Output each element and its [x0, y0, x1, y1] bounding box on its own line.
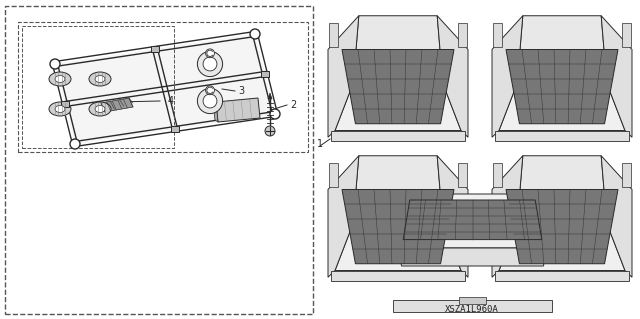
Polygon shape: [268, 93, 272, 99]
Polygon shape: [101, 98, 133, 112]
Ellipse shape: [89, 72, 111, 86]
Polygon shape: [261, 71, 269, 77]
Circle shape: [250, 29, 260, 39]
Circle shape: [70, 139, 80, 149]
Polygon shape: [328, 16, 359, 137]
Bar: [330, 23, 338, 47]
Polygon shape: [342, 189, 454, 264]
Polygon shape: [499, 83, 625, 130]
Text: 4: 4: [168, 96, 174, 106]
Circle shape: [203, 94, 217, 108]
Polygon shape: [353, 16, 443, 83]
Polygon shape: [499, 223, 625, 271]
Polygon shape: [403, 200, 542, 240]
Circle shape: [205, 86, 214, 95]
Circle shape: [203, 57, 217, 71]
Bar: [331, 130, 465, 141]
Ellipse shape: [89, 102, 111, 116]
Polygon shape: [171, 126, 179, 132]
Polygon shape: [492, 156, 523, 277]
Polygon shape: [342, 49, 454, 124]
Polygon shape: [61, 101, 69, 107]
Ellipse shape: [55, 76, 65, 83]
Polygon shape: [398, 248, 547, 266]
Text: 2: 2: [290, 100, 296, 110]
Circle shape: [205, 49, 214, 58]
Bar: [458, 162, 467, 187]
Polygon shape: [517, 156, 607, 223]
Ellipse shape: [55, 106, 65, 113]
Ellipse shape: [49, 102, 71, 116]
Bar: [460, 297, 486, 304]
Polygon shape: [151, 46, 159, 52]
Circle shape: [265, 126, 275, 136]
Bar: [458, 23, 467, 47]
Polygon shape: [335, 83, 461, 130]
Polygon shape: [55, 34, 275, 144]
Circle shape: [270, 109, 280, 119]
Ellipse shape: [95, 76, 105, 83]
Polygon shape: [506, 189, 618, 264]
Circle shape: [197, 51, 223, 77]
Bar: [18, 22, 308, 152]
Bar: [622, 23, 630, 47]
Polygon shape: [216, 98, 260, 122]
Polygon shape: [601, 16, 632, 137]
Circle shape: [197, 88, 223, 114]
Bar: [495, 130, 629, 141]
Polygon shape: [390, 194, 555, 248]
Bar: [394, 300, 552, 312]
Bar: [495, 271, 629, 281]
Bar: [493, 162, 502, 187]
Bar: [22, 26, 174, 148]
Polygon shape: [506, 49, 618, 124]
Ellipse shape: [95, 106, 105, 113]
Bar: [493, 23, 502, 47]
Polygon shape: [601, 156, 632, 277]
Polygon shape: [353, 156, 443, 223]
Polygon shape: [328, 156, 359, 277]
Circle shape: [50, 59, 60, 69]
Text: XSZA1L960A: XSZA1L960A: [445, 305, 499, 314]
Bar: [331, 271, 465, 281]
Polygon shape: [437, 16, 468, 137]
Bar: [5, 6, 313, 314]
Polygon shape: [335, 223, 461, 271]
Polygon shape: [437, 156, 468, 277]
Bar: [330, 162, 338, 187]
Polygon shape: [517, 16, 607, 83]
Polygon shape: [492, 16, 523, 137]
Ellipse shape: [49, 72, 71, 86]
Polygon shape: [213, 102, 218, 122]
Text: 3: 3: [238, 86, 244, 96]
Bar: [622, 162, 630, 187]
Text: 1: 1: [317, 139, 323, 149]
